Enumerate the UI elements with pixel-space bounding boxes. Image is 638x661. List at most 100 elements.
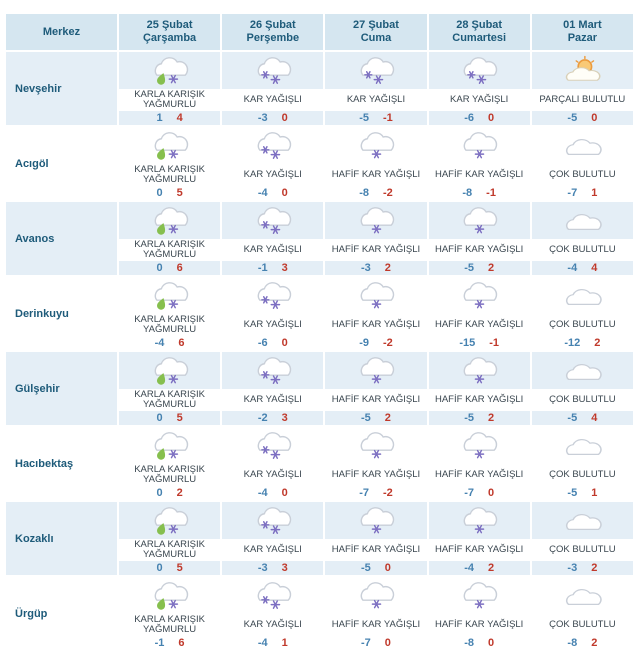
temperature-area: -12 2 <box>531 336 633 350</box>
cloud-shape <box>154 282 188 301</box>
forecast-cell: KARLA KARIŞIK YAĞMURLU 0 5 <box>119 127 221 200</box>
raindrop-icon <box>156 598 165 610</box>
condition-label: HAFİF KAR YAĞIŞLI <box>331 394 421 405</box>
forecast-cell: KAR YAĞIŞLI -6 0 <box>428 52 530 125</box>
forecast-cell: ÇOK BULUTLU -4 4 <box>531 202 633 275</box>
column-header-day-4: 28 Şubat Cumartesi <box>428 14 530 50</box>
forecast-cell: HAFİF KAR YAĞIŞLI -7 0 <box>428 427 530 500</box>
condition-area: HAFİF KAR YAĞIŞLI <box>428 539 530 561</box>
weather-icon-area <box>428 352 530 389</box>
condition-area: KAR YAĞIŞLI <box>222 464 324 486</box>
weather-icon-area <box>531 502 633 539</box>
condition-label: ÇOK BULUTLU <box>549 469 616 480</box>
condition-area: HAFİF KAR YAĞIŞLI <box>325 314 427 336</box>
forecast-cell: KARLA KARIŞIK YAĞMURLU -1 6 <box>119 577 221 650</box>
temperature-area: -4 2 <box>428 561 530 575</box>
cloud-shape <box>257 357 291 376</box>
table-row: Avanos KARLA KARIŞIK YAĞMURLU 0 6 <box>6 202 633 275</box>
min-temp: -7 <box>361 637 371 649</box>
temperature-area: -5 2 <box>428 261 530 275</box>
condition-label: KARLA KARIŞIK YAĞMURLU <box>134 314 205 335</box>
table-row: Ürgüp KARLA KARIŞIK YAĞMURLU -1 6 <box>6 577 633 650</box>
weather-icon-area <box>119 577 221 614</box>
weather-icon-area <box>531 577 633 614</box>
condition-area: KAR YAĞIŞLI <box>222 164 324 186</box>
snowflake-icon <box>260 371 270 379</box>
weather-icon-area <box>119 202 221 239</box>
weather-icon-area <box>325 427 427 464</box>
max-temp: 4 <box>591 412 598 424</box>
table-row: Derinkuyu KARLA KARIŞIK YAĞMURLU -4 6 <box>6 277 633 350</box>
condition-label: KARLA KARIŞIK YAĞMURLU <box>134 89 205 110</box>
weather-icon-area <box>325 277 427 314</box>
cloud-shape <box>566 589 603 605</box>
min-temp: -4 <box>154 337 165 349</box>
min-temp: -5 <box>361 562 371 574</box>
min-temp: 0 <box>156 262 163 274</box>
table-row: Acıgöl KARLA KARIŞIK YAĞMURLU 0 5 <box>6 127 633 200</box>
table-row: Hacıbektaş KARLA KARIŞIK YAĞMURLU 0 2 <box>6 427 633 500</box>
snowflake-icon <box>270 150 281 159</box>
temperature-area: -8 0 <box>428 636 530 650</box>
min-temp: -12 <box>564 337 581 349</box>
max-temp: 6 <box>176 262 183 274</box>
snowflake-icon <box>260 146 270 154</box>
condition-label: ÇOK BULUTLU <box>549 394 616 405</box>
forecast-cell: KARLA KARIŞIK YAĞMURLU 1 4 <box>119 52 221 125</box>
snowflake-icon <box>260 521 270 529</box>
cloud-shape <box>463 507 498 526</box>
cloudy-icon <box>566 289 603 305</box>
condition-label: ÇOK BULUTLU <box>549 169 616 180</box>
cloud-shape <box>360 357 395 376</box>
cloud-shape <box>566 214 603 230</box>
forecast-cell: HAFİF KAR YAĞIŞLI -7 0 <box>325 577 427 650</box>
temperature-area: -4 4 <box>531 261 633 275</box>
max-temp: 0 <box>281 337 288 349</box>
forecast-cell: HAFİF KAR YAĞIŞLI -15 -1 <box>428 277 530 350</box>
min-temp: -7 <box>359 487 369 499</box>
max-temp: 6 <box>178 337 185 349</box>
snowflake-icon <box>474 449 485 459</box>
forecast-cell: HAFİF KAR YAĞIŞLI -5 2 <box>325 352 427 425</box>
min-temp: 0 <box>156 412 163 424</box>
max-temp: 6 <box>178 637 185 649</box>
min-temp: 0 <box>156 487 163 499</box>
forecast-cell: KAR YAĞIŞLI -3 3 <box>222 502 324 575</box>
sleet-icon <box>154 57 188 85</box>
column-date: 26 Şubat <box>249 19 296 31</box>
forecast-cell: KARLA KARIŞIK YAĞMURLU -4 6 <box>119 277 221 350</box>
temperature-area: -1 3 <box>222 261 324 275</box>
max-temp: 4 <box>591 262 598 274</box>
condition-label: KAR YAĞIŞLI <box>243 619 302 630</box>
forecast-cell: KAR YAĞIŞLI -4 1 <box>222 577 324 650</box>
cloud-shape <box>360 582 395 601</box>
temperature-area: 0 5 <box>119 186 221 200</box>
temperature-area: -7 1 <box>531 186 633 200</box>
condition-area: KAR YAĞIŞLI <box>222 614 324 636</box>
min-temp: -5 <box>464 412 474 424</box>
snowflake-icon <box>371 299 382 309</box>
condition-area: HAFİF KAR YAĞIŞLI <box>325 164 427 186</box>
temperature-area: -5 0 <box>531 111 633 125</box>
snow-icon <box>257 582 291 609</box>
condition-label: ÇOK BULUTLU <box>549 244 616 255</box>
condition-area: ÇOK BULUTLU <box>531 464 633 486</box>
temperature-area: -7 -2 <box>325 486 427 500</box>
weather-icon-area <box>222 127 324 164</box>
column-day-name: Cuma <box>360 32 392 44</box>
light-snow-icon <box>463 582 498 609</box>
cloud-shape <box>566 439 603 455</box>
snowflake-icon <box>373 75 384 84</box>
light-snow-icon <box>360 207 395 234</box>
forecast-cell: ÇOK BULUTLU -8 2 <box>531 577 633 650</box>
max-temp: 5 <box>176 187 183 199</box>
light-snow-icon <box>360 582 395 609</box>
temperature-area: -3 2 <box>531 561 633 575</box>
weather-icon-area <box>119 277 221 314</box>
sleet-icon <box>154 207 188 235</box>
cloud-shape <box>154 357 188 376</box>
condition-label: HAFİF KAR YAĞIŞLI <box>434 469 524 480</box>
forecast-cell: KARLA KARIŞIK YAĞMURLU 0 2 <box>119 427 221 500</box>
condition-label: KAR YAĞIŞLI <box>243 544 302 555</box>
light-snow-icon <box>463 132 498 159</box>
